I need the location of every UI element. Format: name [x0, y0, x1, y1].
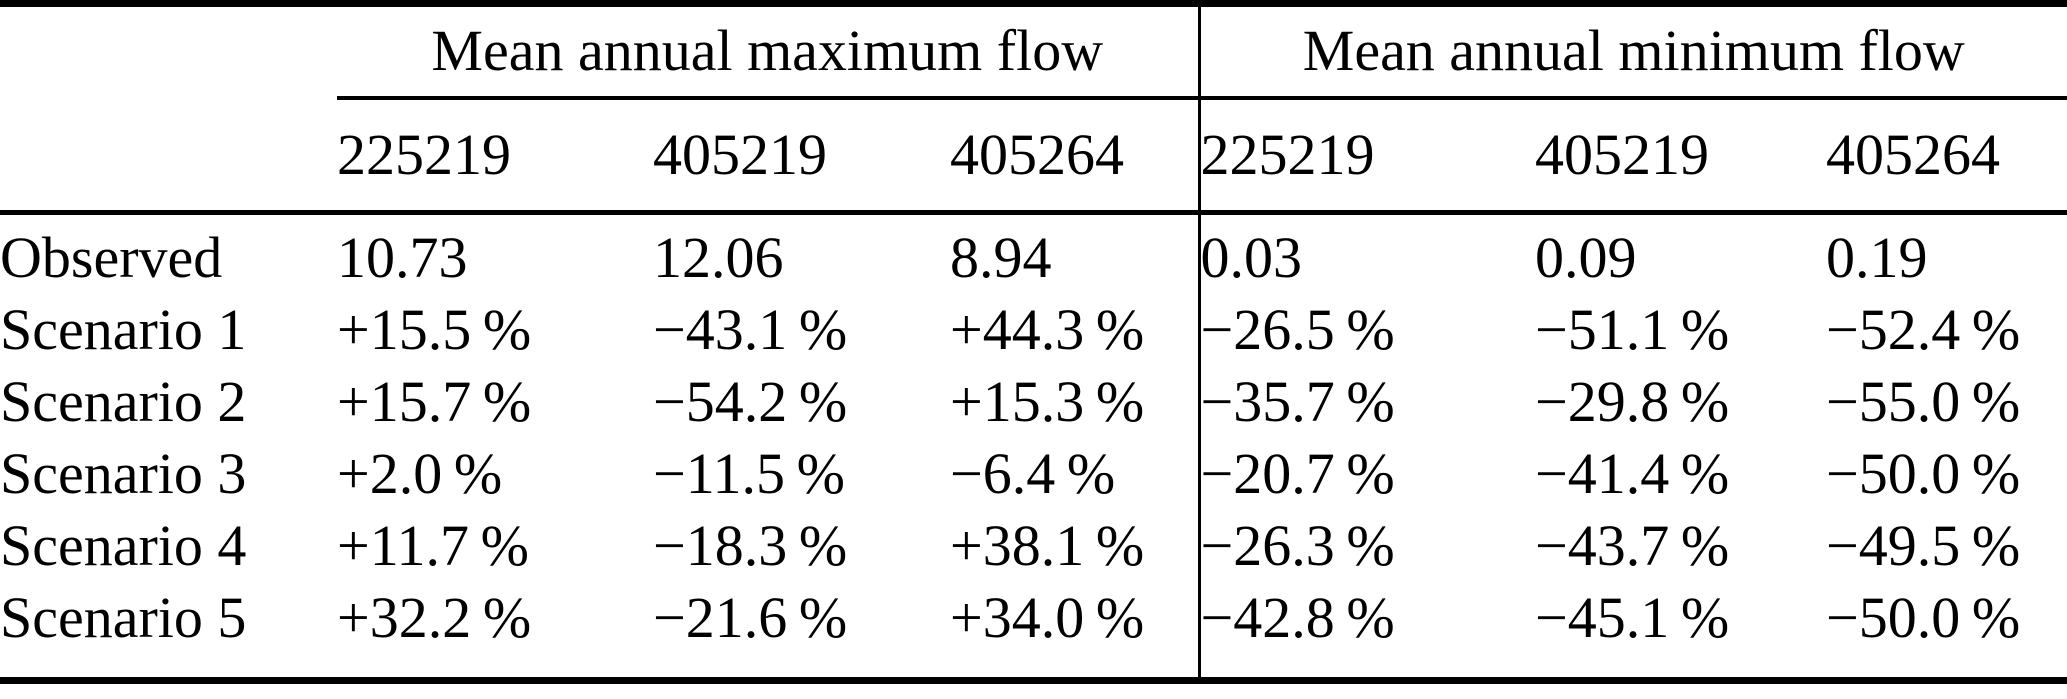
station-id-row: 225219 405219 405264 225219 405219 40526… — [0, 97, 2067, 215]
station-id-header: 405264 — [1826, 97, 2067, 215]
station-id-header: 225219 — [1197, 97, 1536, 215]
value-cell: −6.4 % — [950, 441, 1116, 506]
station-id-header: 405264 — [950, 97, 1200, 215]
table-row-observed: Observed 10.73 12.06 8.94 0.03 0.09 0.19 — [0, 212, 2067, 290]
table-row-scenario-1: Scenario 1 +15.5 % −43.1 % +44.3 % −26.5… — [0, 287, 2067, 359]
col-group-header-min-flow: Mean annual minimum flow — [1197, 0, 2067, 100]
row-label: Scenario 2 — [0, 369, 247, 434]
value-cell: +34.0 % — [950, 585, 1145, 650]
value-cell: −50.0 % — [1826, 585, 2021, 650]
value-cell: −26.3 % — [1197, 503, 1536, 575]
group-header-row: Mean annual maximum flow Mean annual min… — [0, 0, 2067, 100]
value-cell: −20.7 % — [1197, 431, 1536, 503]
value-cell: +44.3 % — [950, 297, 1145, 362]
corner-cell — [0, 97, 337, 215]
value-cell: 0.03 — [1197, 212, 1536, 287]
station-id-header: 405219 — [653, 97, 950, 215]
value-cell: +11.7 % — [337, 513, 529, 578]
station-id-header: 225219 — [337, 97, 653, 215]
value-cell: +15.5 % — [337, 297, 532, 362]
row-label: Scenario 5 — [0, 585, 247, 650]
value-cell: −54.2 % — [653, 369, 848, 434]
value-cell: +32.2 % — [337, 585, 532, 650]
flow-change-table: Mean annual maximum flow Mean annual min… — [0, 0, 2067, 684]
value-cell: −21.6 % — [653, 585, 848, 650]
value-cell: 10.73 — [337, 225, 468, 290]
value-cell: 0.19 — [1826, 225, 1928, 290]
value-cell: −26.5 % — [1197, 287, 1536, 359]
value-cell: −43.7 % — [1535, 513, 1730, 578]
row-label: Scenario 4 — [0, 513, 247, 578]
row-label: Scenario 1 — [0, 297, 247, 362]
row-label: Observed — [0, 225, 223, 290]
value-cell: −51.1 % — [1535, 297, 1730, 362]
row-label: Scenario 3 — [0, 441, 247, 506]
value-cell: −43.1 % — [653, 297, 848, 362]
value-cell: −45.1 % — [1535, 585, 1730, 650]
value-cell: +38.1 % — [950, 513, 1145, 578]
value-cell: −50.0 % — [1826, 441, 2021, 506]
value-cell: 8.94 — [950, 225, 1052, 290]
value-cell: −52.4 % — [1826, 297, 2021, 362]
value-cell: −11.5 % — [653, 441, 845, 506]
value-cell: −55.0 % — [1826, 369, 2021, 434]
col-group-header-max-flow: Mean annual maximum flow — [337, 0, 1200, 100]
table-row-scenario-4: Scenario 4 +11.7 % −18.3 % +38.1 % −26.3… — [0, 503, 2067, 575]
value-cell: 0.09 — [1535, 225, 1637, 290]
table-row-scenario-2: Scenario 2 +15.7 % −54.2 % +15.3 % −35.7… — [0, 359, 2067, 431]
value-cell: −18.3 % — [653, 513, 848, 578]
value-cell: +2.0 % — [337, 441, 503, 506]
corner-cell — [0, 0, 337, 98]
table-spacer-row — [0, 647, 2067, 684]
value-cell: −42.8 % — [1197, 575, 1536, 647]
value-cell: 12.06 — [653, 225, 784, 290]
table-row-scenario-5: Scenario 5 +32.2 % −21.6 % +34.0 % −42.8… — [0, 575, 2067, 647]
value-cell: −49.5 % — [1826, 513, 2021, 578]
value-cell: −41.4 % — [1535, 441, 1730, 506]
value-cell: +15.7 % — [337, 369, 532, 434]
station-id-header: 405219 — [1535, 97, 1827, 215]
table-row-scenario-3: Scenario 3 +2.0 % −11.5 % −6.4 % −20.7 %… — [0, 431, 2067, 503]
value-cell: −35.7 % — [1197, 359, 1536, 431]
value-cell: +15.3 % — [950, 369, 1145, 434]
value-cell: −29.8 % — [1535, 369, 1730, 434]
